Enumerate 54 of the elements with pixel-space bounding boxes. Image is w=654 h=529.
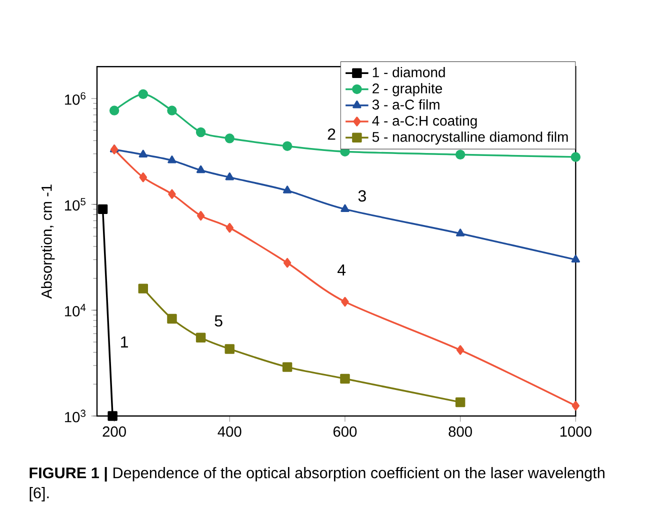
legend-label: 4 - a-C:H coating [372,115,477,128]
annotation: 5 [214,315,222,327]
point [282,186,292,194]
point [224,134,235,144]
point [340,374,350,384]
point [456,228,465,236]
point [224,344,235,354]
point [196,127,206,138]
point [226,222,234,233]
annotation: 1 [121,336,128,348]
point [572,400,580,411]
annotation: 2 [328,128,336,140]
point [168,189,176,199]
point [571,254,580,263]
point [225,172,234,180]
point [167,314,177,324]
legend-label: 5 - nanocrystalline diamond film [372,132,568,145]
legend-label: 2 - graphite [372,83,442,96]
point [455,397,466,408]
point [138,89,148,99]
point [570,152,581,162]
y-tick-label: 10$^{5}$ [65,198,86,211]
x-tick-label: 200 [102,426,126,437]
annotation: 4 [338,264,346,276]
point [138,284,148,294]
annotation: 3 [358,190,366,202]
point [282,362,292,372]
point [455,150,466,160]
y-tick-label: 10$^{4}$ [65,304,86,316]
text: FIGURE 1 | Dependence of the optical absorption coefficient on the laser wavelength [6]. [30,467,604,502]
legend-label: 1 - diamond [372,67,445,78]
point [139,172,148,182]
point [196,210,205,221]
y-tick-label: 10$^{6}$ [65,92,86,105]
y-axis-title: Absorption, cm -1 [41,184,55,299]
point [196,332,206,343]
x-tick-label: 400 [218,426,242,437]
point [168,156,176,164]
x-tick-label: 800 [448,426,472,437]
point [167,106,177,116]
point [196,165,206,174]
x-tick-label: 1000 [560,426,592,437]
point [108,411,118,421]
y-tick-label: 10$^{3}$ [65,410,86,422]
point [138,150,148,158]
point [98,204,108,214]
legend-label: 3 - a-C film [372,99,440,110]
point [282,141,292,151]
point [109,106,120,116]
point [341,296,349,307]
x-tick-label: 600 [334,426,357,437]
point [340,204,350,212]
point [283,258,292,268]
point [456,345,464,355]
